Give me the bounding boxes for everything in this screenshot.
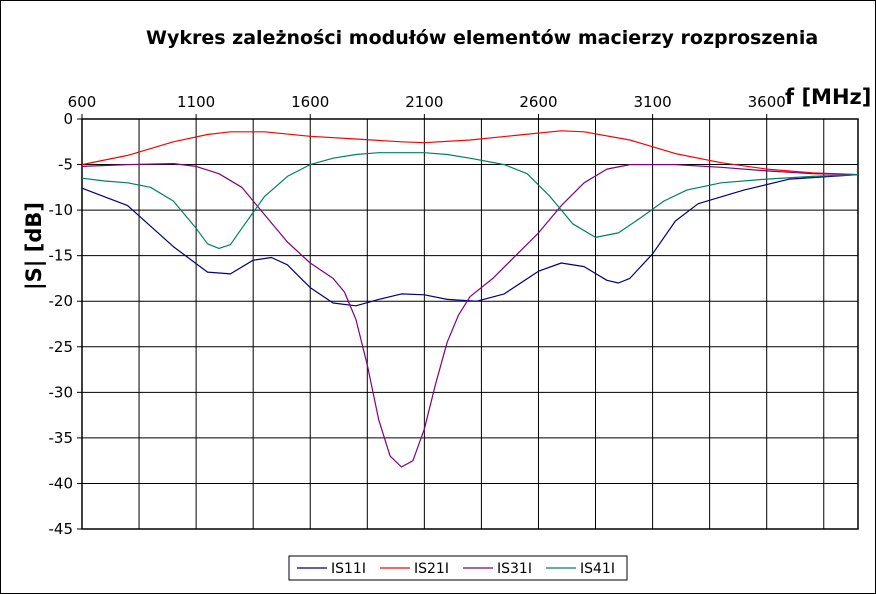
x-axis-label: f [MHz] [785, 85, 871, 109]
x-tick-label: 3600 [748, 93, 786, 111]
series-line-is21i [81, 130, 859, 176]
y-tick-label: -10 [49, 201, 74, 219]
series-line-is31i [81, 163, 859, 468]
y-tick-label: 0 [63, 110, 73, 128]
y-axis-label: |S| [dB] [22, 202, 47, 290]
y-tick-label: -35 [49, 429, 74, 447]
y-tick-label: -5 [58, 156, 73, 174]
x-tick-label: 2100 [405, 93, 443, 111]
y-tick-label: -45 [49, 520, 74, 538]
plot-area: 0 -5 -10 -15 -20 -25 -30 -35 -40 -45 600 1100 1600 21… [49, 93, 859, 538]
y-tick-label: -25 [49, 338, 74, 356]
y-tick-label: -20 [49, 292, 74, 310]
x-tick-label: 1600 [291, 93, 329, 111]
x-tick-label: 600 [68, 93, 97, 111]
x-tick-label: 1100 [177, 93, 215, 111]
series-line-is11i [81, 174, 859, 307]
legend-label: IS11I [331, 561, 366, 577]
x-tick-label: 3100 [633, 93, 671, 111]
series-line-is41i [81, 152, 859, 249]
y-tick-label: -15 [49, 247, 74, 265]
legend: IS11I IS21I IS31I IS41I [288, 555, 628, 581]
legend-label: IS41I [580, 561, 615, 577]
legend-label: IS31I [497, 561, 532, 577]
legend-label: IS21I [414, 561, 449, 577]
chart-title: Wykres zależności modułów elementów maci… [146, 27, 818, 49]
y-tick-label: -30 [49, 383, 74, 401]
y-tick-label: -40 [49, 474, 74, 492]
plot-border [81, 118, 859, 530]
x-tick-label: 2600 [519, 93, 557, 111]
